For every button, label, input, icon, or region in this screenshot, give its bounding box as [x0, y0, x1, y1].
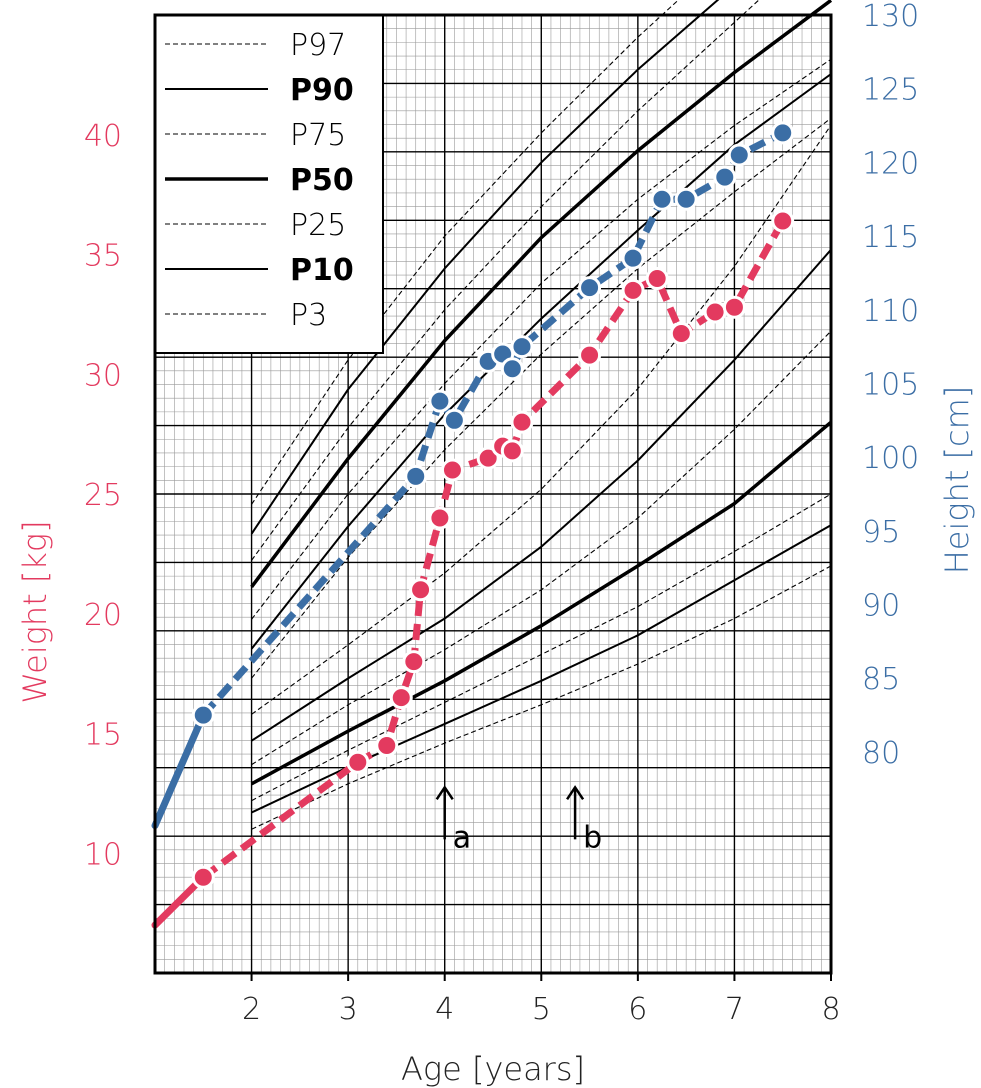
height-point	[621, 246, 645, 270]
legend-label: P25	[290, 208, 346, 243]
legend-label: P90	[290, 73, 354, 108]
weight-point	[409, 578, 433, 602]
weight-point	[402, 650, 426, 674]
weight-percentile-p3	[251, 565, 832, 830]
height-point	[713, 165, 737, 189]
height-tick-label: 130	[862, 0, 919, 34]
annotation-arrowhead	[435, 785, 454, 801]
height-percentile-p90	[250, 0, 720, 535]
weight-tick-label: 30	[84, 358, 122, 393]
legend-label: P97	[290, 28, 346, 63]
x-tick-label: 4	[435, 992, 454, 1027]
weight-point	[389, 686, 413, 710]
height-tick-label: 85	[862, 662, 900, 697]
weight-point	[645, 266, 669, 290]
height-point	[442, 408, 466, 432]
height-point	[674, 187, 698, 211]
y-axis-label-weight: Weight [kg]	[16, 520, 54, 703]
weight-tick-label: 15	[84, 718, 122, 753]
height-point	[191, 703, 215, 727]
x-tick-label: 5	[532, 992, 551, 1027]
weight-point	[703, 300, 727, 324]
plot-frame	[153, 13, 833, 975]
height-tick-label: 105	[862, 367, 919, 402]
legend-label: P75	[290, 118, 346, 153]
axes: 2 3 4 5 6 7 8 10 15 20 25 30 35 40 80 85 90 95 100 105 110 11…	[84, 0, 919, 1027]
x-tick-label: 8	[821, 992, 840, 1027]
height-point	[727, 143, 751, 167]
weight-point	[476, 446, 500, 470]
height-tick-label: 115	[862, 220, 919, 255]
height-percentile-p50	[250, 0, 833, 588]
weight-point	[771, 209, 795, 233]
weight-percentile-p50	[250, 420, 833, 786]
height-point	[500, 357, 524, 381]
height-percentile-p97	[251, 0, 680, 505]
height-tick-label: 110	[862, 294, 919, 329]
legend-label: P3	[290, 298, 327, 333]
weight-percentile-p90	[251, 249, 832, 742]
x-axis-label: Age [years]	[401, 1050, 585, 1088]
weight-point	[578, 343, 602, 367]
data-series	[151, 121, 795, 929]
weight-tick-label: 40	[84, 119, 122, 154]
height-percentile-p3	[251, 117, 832, 679]
weight-point	[722, 295, 746, 319]
annotation-label: a	[453, 820, 471, 855]
height-tick-label: 100	[862, 441, 919, 476]
height-point	[510, 335, 534, 359]
height-tick-label: 90	[862, 589, 900, 624]
y-axis-label-height: Height [cm]	[938, 386, 976, 575]
weight-point	[191, 865, 215, 889]
weight-point	[440, 458, 464, 482]
height-tick-label: 95	[862, 515, 900, 550]
weight-point	[375, 733, 399, 757]
height-percentile-p75	[251, 0, 760, 561]
x-tick-label: 2	[242, 992, 261, 1027]
height-point	[428, 389, 452, 413]
weight-point	[500, 439, 524, 463]
weight-point	[346, 750, 370, 774]
height-point	[650, 187, 674, 211]
weight-percentile-p25	[251, 493, 832, 802]
annotation-arrowhead	[566, 785, 585, 801]
height-point	[404, 464, 428, 488]
weight-point	[428, 506, 452, 530]
weight-point	[621, 278, 645, 302]
weight-tick-label: 35	[84, 239, 122, 274]
height-point	[578, 276, 602, 300]
x-tick-label: 3	[339, 992, 358, 1027]
height-tick-label: 125	[862, 73, 919, 108]
weight-point	[510, 410, 534, 434]
height-tick-label: 120	[862, 146, 919, 181]
legend: P97 P90 P75 P50 P25 P10 P3	[154, 14, 384, 354]
height-series-line-solid	[151, 711, 207, 830]
weight-percentile-p75	[251, 330, 832, 766]
weight-tick-label: 10	[84, 837, 122, 872]
weight-point	[669, 322, 693, 346]
weight-tick-label: 20	[84, 598, 122, 633]
height-point	[771, 121, 795, 145]
x-tick-label: 7	[725, 992, 744, 1027]
legend-label: P10	[290, 253, 354, 288]
legend-label: P50	[290, 163, 354, 198]
weight-tick-label: 25	[84, 478, 122, 513]
legend-box	[154, 14, 384, 354]
height-percentile-p25	[251, 58, 832, 620]
height-tick-label: 80	[862, 736, 900, 771]
x-tick-label: 6	[628, 992, 647, 1027]
annotation-label: b	[583, 820, 602, 855]
